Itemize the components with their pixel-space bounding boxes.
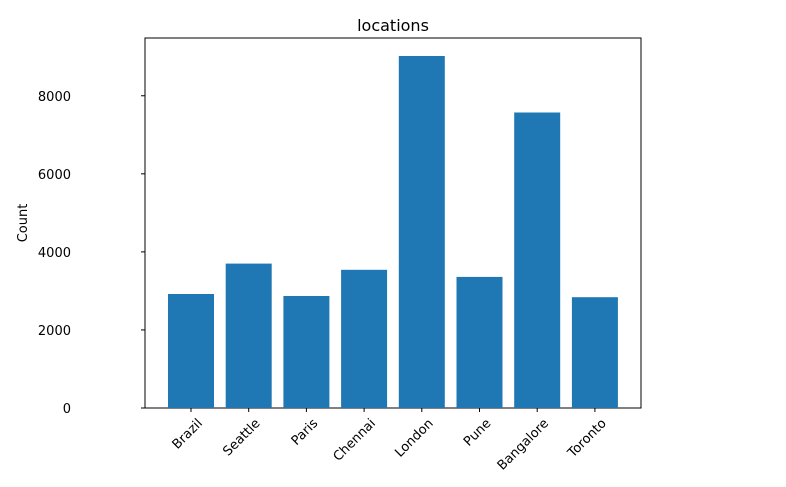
y-tick-label: 0 [63,402,71,417]
bar-chennai [341,269,388,408]
bar-paris [283,296,330,408]
bars-group [168,56,618,408]
y-tick-label: 8000 [38,90,71,105]
plot-frame [144,37,642,409]
chart-title: locations [357,16,429,35]
x-tick-label: Brazil [170,416,206,452]
bar-toronto [571,297,618,408]
y-tick-label: 6000 [38,168,71,183]
plot-area [144,37,642,409]
x-tick-label: Paris [289,416,322,449]
x-tick-label: Toronto [564,416,609,461]
y-axis-label: Count [16,204,31,243]
y-tick-label: 4000 [38,246,71,261]
x-tick-label: Seattle [220,416,263,459]
y-tick-label: 2000 [38,324,71,339]
x-tick-label: Pune [461,416,494,449]
x-axis-ticks: Brazil Seattle Paris Chennai London Pune Banga… [170,408,610,473]
bar-brazil [168,294,214,408]
bar-seattle [225,263,272,408]
bar-london [398,56,445,408]
y-axis-ticks: 0 2000 4000 6000 8000 [38,90,145,417]
x-tick-label: London [392,416,436,460]
bar-pune [456,276,503,408]
x-tick-label: Bangalore [495,416,552,473]
x-tick-label: Chennai [331,416,379,464]
bar-bangalore [514,112,561,408]
